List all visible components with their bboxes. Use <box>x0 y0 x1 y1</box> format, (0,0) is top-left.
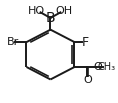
Text: OH: OH <box>55 6 72 16</box>
Text: O: O <box>94 62 102 72</box>
Text: CH₃: CH₃ <box>98 62 116 72</box>
Text: Br: Br <box>6 37 19 47</box>
Text: HO: HO <box>28 6 45 16</box>
Text: O: O <box>83 75 92 85</box>
Text: B: B <box>46 11 55 25</box>
Text: F: F <box>81 36 88 49</box>
